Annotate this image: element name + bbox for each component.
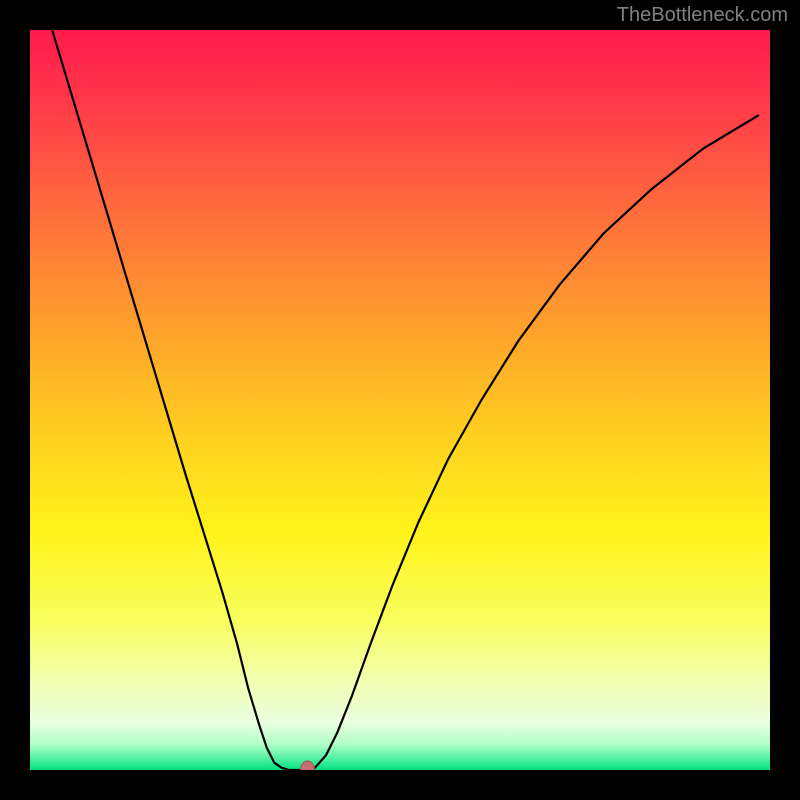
gradient-background bbox=[30, 30, 770, 770]
plot-area bbox=[30, 30, 770, 770]
plot-frame bbox=[30, 30, 770, 770]
chart-svg bbox=[30, 30, 770, 770]
watermark-text: TheBottleneck.com bbox=[617, 4, 788, 27]
